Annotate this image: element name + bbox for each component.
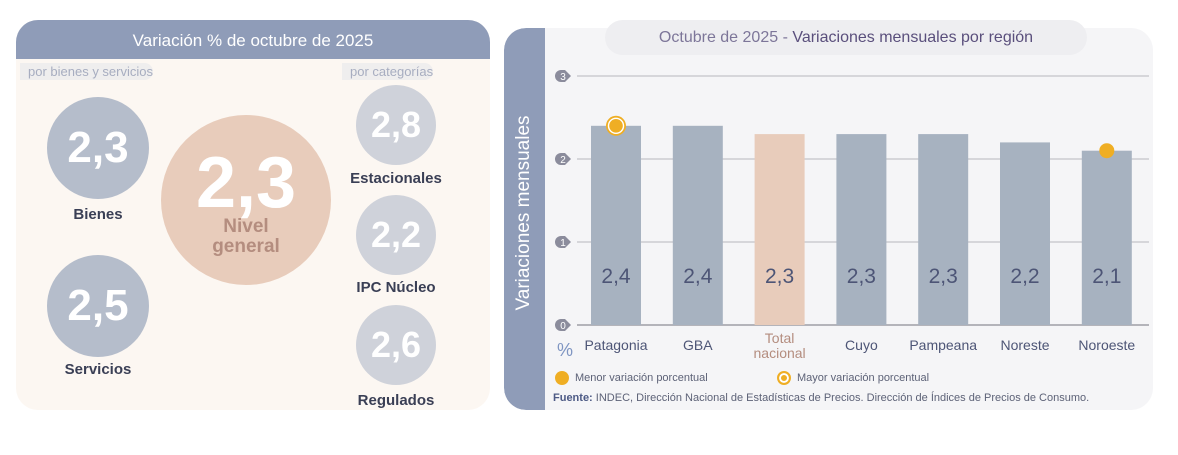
min-marker-icon: [555, 371, 569, 385]
summary-panel: Variación % de octubre de 2025 por biene…: [16, 20, 490, 410]
bar-noroeste: [1081, 150, 1132, 325]
value-label: 2,3: [929, 265, 958, 288]
legend-max: Mayor variación porcentual: [777, 371, 929, 385]
max-marker-icon: [777, 371, 791, 385]
bar-total-nacional: [754, 134, 805, 325]
value-label: 2,4: [601, 265, 631, 288]
max-marker-ring: [607, 117, 625, 135]
tick-label-3: 3: [560, 72, 566, 83]
estacionales-value: 2,8: [370, 104, 422, 145]
servicios-value: 2,5: [67, 281, 129, 330]
value-label: 2,3: [765, 265, 794, 288]
tick-badge-0: [555, 319, 571, 331]
value-label: 2,4: [683, 265, 713, 288]
bar-cuyo: [836, 134, 887, 325]
regulados-circle: 2,6: [356, 305, 436, 385]
bar-pampeana: [918, 134, 969, 325]
category-label: Cuyo: [845, 337, 878, 353]
value-label: 2,2: [1010, 265, 1039, 288]
regulados-label: Regulados: [357, 392, 435, 409]
categories-section-label: por categorías: [342, 63, 434, 80]
category-label: Noroeste: [1078, 337, 1135, 353]
min-marker: [1099, 143, 1115, 159]
source-text: INDEC, Dirección Nacional de Estadística…: [592, 392, 1090, 404]
source-note: Fuente: INDEC, Dirección Nacional de Est…: [553, 392, 1089, 404]
nivel-general-label-1: Nivel: [223, 216, 269, 237]
chart-title-main: Variaciones mensuales por región: [792, 29, 1034, 46]
bar-patagonia: [591, 125, 641, 325]
chart-title-prefix: Octubre de 2025 -: [658, 29, 793, 46]
unit-label: %: [557, 340, 573, 360]
estacionales-circle: 2,8: [356, 85, 436, 165]
servicios-circle: 2,5: [47, 255, 149, 357]
ipc-nucleo-circle: 2,2: [356, 195, 436, 275]
tick-badge-1: [555, 236, 571, 248]
summary-title: Variación % de octubre de 2025: [16, 20, 490, 59]
bar-noreste: [1000, 142, 1050, 325]
tick-badge-3: [555, 70, 571, 82]
tick-label-1: 1: [560, 238, 566, 249]
value-label: 2,3: [847, 265, 876, 288]
legend-min-label: Menor variación porcentual: [575, 372, 708, 384]
legend-max-label: Mayor variación porcentual: [797, 372, 930, 384]
regulados-value: 2,6: [370, 324, 422, 365]
value-label: 2,1: [1092, 265, 1121, 288]
nivel-general-value: 2,3: [195, 143, 297, 223]
category-label: Pampeana: [909, 337, 977, 353]
y-axis-title-bar: Variaciones mensuales: [504, 28, 545, 410]
category-label: Total: [765, 330, 795, 346]
bienes-value: 2,3: [67, 123, 129, 172]
goods-section-label: por bienes y servicios: [20, 63, 153, 80]
ipc-nucleo-value: 2,2: [370, 214, 422, 255]
category-label: nacional: [754, 345, 806, 361]
category-label: Noreste: [1000, 337, 1049, 353]
nivel-general-label-2: general: [212, 236, 280, 257]
tick-label-2: 2: [560, 155, 566, 166]
servicios-label: Servicios: [64, 361, 132, 378]
legend-min: Menor variación porcentual: [555, 371, 708, 385]
chart-title: Octubre de 2025 - Variaciones mensuales …: [605, 20, 1087, 55]
bar-gba: [672, 125, 723, 325]
estacionales-label: Estacionales: [350, 170, 442, 187]
ipc-nucleo-label: IPC Núcleo: [356, 279, 436, 296]
bienes-circle: 2,3: [47, 97, 149, 199]
source-label: Fuente:: [553, 392, 593, 404]
tick-badge-2: [555, 153, 571, 165]
nivel-general-circle: 2,3 Nivel general: [161, 115, 331, 285]
category-label: GBA: [683, 337, 713, 353]
category-label: Patagonia: [584, 337, 647, 353]
tick-label-0: 0: [560, 321, 566, 332]
bienes-label: Bienes: [73, 206, 123, 223]
